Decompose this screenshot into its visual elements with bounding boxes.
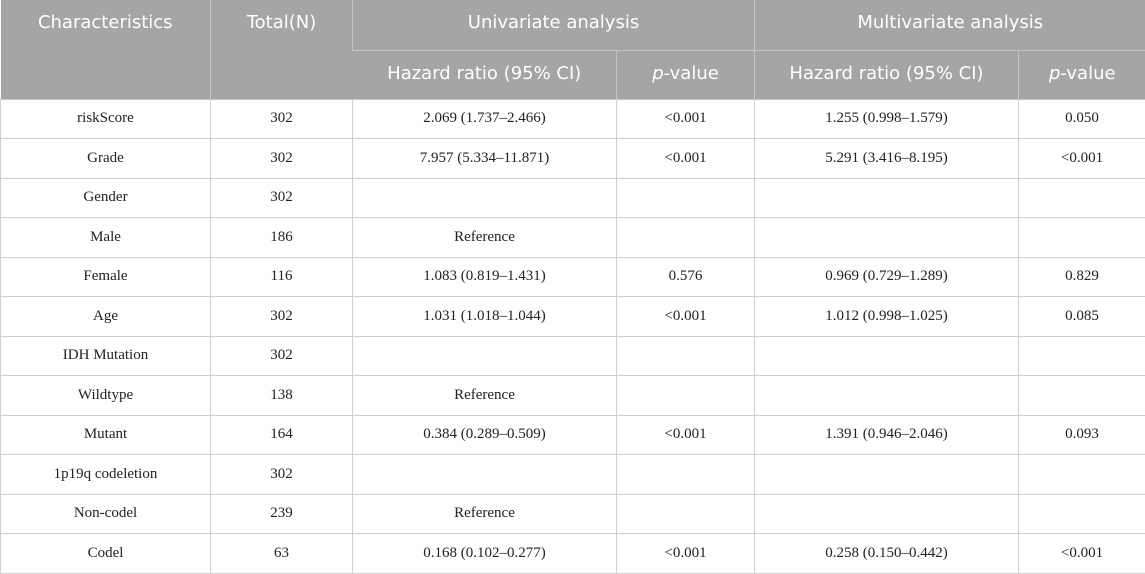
table-cell [352,335,617,376]
header-cell: p-value [616,50,755,100]
table-cell: 0.576 [616,256,755,297]
table-cell: riskScore [0,98,211,139]
table-cell: Gender [0,177,211,218]
table-cell: 1.012 (0.998–1.025) [754,296,1019,337]
header-cell: p-value [1017,50,1145,100]
table-cell: 2.069 (1.737–2.466) [352,98,617,139]
table-cell [754,217,1019,258]
table-cell: 1p19q codeletion [0,454,211,495]
header-cell: Hazard ratio (95% CI) [352,50,617,100]
table-row: Mutant 164 0.384 (0.289–0.509) <0.001 1.391 … [0,414,1145,455]
table-cell: 63 [210,533,353,574]
table-cell: 116 [210,256,353,297]
table-row: Codel 63 0.168 (0.102–0.277) <0.001 0.258 (0… [0,533,1145,574]
table-cell [616,375,755,416]
header-cell: Characteristics [0,0,211,100]
table-cell: 302 [210,138,353,179]
table-cell: Reference [352,493,617,534]
table-cell [1017,217,1145,258]
table-cell: Mutant [0,414,211,455]
table-cell: 138 [210,375,353,416]
table-row: Wildtype 138 Reference [0,375,1145,416]
table-cell [616,335,755,376]
table-cell: 0.168 (0.102–0.277) [352,533,617,574]
table-cell: <0.001 [616,414,755,455]
table-row: Age 302 1.031 (1.018–1.044) <0.001 1.012 (0.… [0,296,1145,337]
table-cell: <0.001 [1017,138,1145,179]
table-cell: 1.083 (0.819–1.431) [352,256,617,297]
table-row: Female 116 1.083 (0.819–1.431) 0.576 0.969 (… [0,256,1145,297]
table-row: Male 186 Reference [0,217,1145,258]
table-cell [616,217,755,258]
table-cell: 7.957 (5.334–11.871) [352,138,617,179]
table-cell [616,493,755,534]
table-cell: 164 [210,414,353,455]
table-row: riskScore 302 2.069 (1.737–2.466) <0.001 1.2… [0,98,1145,139]
table-cell: 239 [210,493,353,534]
table-cell: Non-codel [0,493,211,534]
table-cell: 1.391 (0.946–2.046) [754,414,1019,455]
table-cell [1017,177,1145,218]
table-cell: 186 [210,217,353,258]
table-cell: Reference [352,217,617,258]
table-row: IDH Mutation 302 [0,335,1145,376]
table-cell: 0.085 [1017,296,1145,337]
table-row: 1p19q codeletion 302 [0,454,1145,495]
table-cell: 302 [210,454,353,495]
table-cell: 302 [210,335,353,376]
table-cell: <0.001 [616,98,755,139]
table-cell: <0.001 [616,296,755,337]
table-cell: <0.001 [616,138,755,179]
table-cell: 0.050 [1017,98,1145,139]
table-cell [616,177,755,218]
table-row: Grade 302 7.957 (5.334–11.871) <0.001 5.291 … [0,138,1145,179]
table-cell: IDH Mutation [0,335,211,376]
table-row: Non-codel 239 Reference [0,493,1145,534]
table-cell: 1.255 (0.998–1.579) [754,98,1019,139]
header-text: p-value [652,62,719,84]
header-cell: Multivariate analysis [753,0,1145,51]
table-body: riskScore 302 2.069 (1.737–2.466) <0.001 1.2… [0,98,1145,574]
table-cell: 302 [210,177,353,218]
table-cell: Grade [0,138,211,179]
table-cell: Codel [0,533,211,574]
header-text: p-value [1048,62,1116,84]
table-cell: 1.031 (1.018–1.044) [352,296,617,337]
table-cell: 0.969 (0.729–1.289) [754,256,1019,297]
table-cell [352,177,617,218]
table-cell [1017,454,1145,495]
table-cell: Wildtype [0,375,211,416]
table-cell: Male [0,217,211,258]
table-cell: 0.829 [1017,256,1145,297]
table-cell [616,454,755,495]
table-cell [352,454,617,495]
table-cell: 0.384 (0.289–0.509) [352,414,617,455]
table-cell: 0.258 (0.150–0.442) [754,533,1019,574]
header-cell: Hazard ratio (95% CI) [754,50,1019,100]
table-cell: Reference [352,375,617,416]
table-cell [1017,493,1145,534]
table-cell [754,493,1019,534]
table-cell [754,335,1019,376]
header-cell: Total(N) [210,0,353,100]
table-cell: 302 [210,98,353,139]
table-cell [754,177,1019,218]
table-cell: 0.093 [1017,414,1145,455]
table-cell [754,375,1019,416]
table-cell: Female [0,256,211,297]
table-cell [1017,335,1145,376]
table-cell [1017,375,1145,416]
table-cell: Age [0,296,211,337]
table-cell: <0.001 [616,533,755,574]
table-cell: 5.291 (3.416–8.195) [754,138,1019,179]
table-cell: 302 [210,296,353,337]
table-cell: <0.001 [1017,533,1145,574]
table-cell [754,454,1019,495]
header-cell: Univariate analysis [352,0,755,51]
table-row: Gender 302 [0,177,1145,218]
